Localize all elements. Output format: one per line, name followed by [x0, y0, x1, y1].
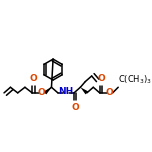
- Text: C(CH$_3$)$_3$: C(CH$_3$)$_3$: [118, 73, 152, 86]
- Polygon shape: [44, 87, 52, 94]
- Text: O: O: [29, 74, 37, 83]
- Text: O: O: [38, 88, 46, 97]
- Text: O: O: [97, 74, 105, 83]
- Polygon shape: [80, 87, 88, 94]
- Text: O: O: [71, 103, 79, 112]
- Text: NH: NH: [58, 87, 74, 96]
- Text: O: O: [105, 88, 113, 97]
